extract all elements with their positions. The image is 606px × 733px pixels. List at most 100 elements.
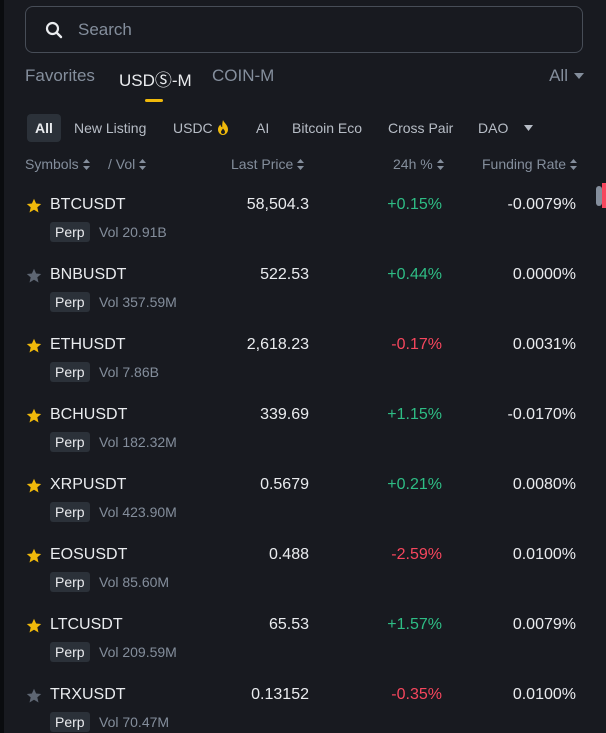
change-24h: +1.15% (387, 406, 442, 423)
volume-text: Vol 423.90M (99, 504, 177, 520)
volume-text: Vol 357.59M (99, 294, 177, 310)
contract-type-badge: Perp (50, 572, 90, 592)
all-filter-dropdown[interactable]: All (549, 66, 584, 86)
change-24h: +0.15% (387, 196, 442, 213)
header-last-price-label: Last Price (231, 156, 294, 172)
market-row-xrpusdt[interactable]: XRPUSDT Perp Vol 423.90M 0.5679 +0.21% 0.0080… (4, 468, 606, 538)
funding-rate: 0.0100% (512, 686, 576, 703)
market-row-trxusdt[interactable]: TRXUSDT Perp Vol 70.47M 0.13152 -0.35% 0.0100… (4, 678, 606, 733)
search-input[interactable] (76, 18, 560, 41)
contract-type-badge: Perp (50, 292, 90, 312)
symbol-name: BTCUSDT (50, 196, 126, 213)
sort-icon (570, 158, 578, 170)
volume-text: Vol 182.32M (99, 434, 177, 450)
tab-favorites[interactable]: Favorites (25, 66, 95, 85)
sort-icon (82, 158, 90, 170)
contract-type-badge: Perp (50, 362, 90, 382)
last-price: 339.69 (260, 406, 309, 423)
star-filled-icon[interactable] (26, 478, 42, 494)
contract-type-badge: Perp (50, 502, 90, 522)
volume-text: Vol 20.91B (99, 224, 167, 240)
volume-text: Vol 70.47M (99, 714, 170, 730)
star-filled-icon[interactable] (26, 198, 42, 214)
volume-text: Vol 7.86B (99, 364, 159, 380)
caret-down-icon (574, 73, 584, 79)
symbol-name: XRPUSDT (50, 476, 127, 493)
contract-type-badge: Perp (50, 642, 90, 662)
funding-rate: 0.0079% (512, 616, 576, 633)
header-24h-change-label: 24h % (393, 156, 433, 172)
funding-rate: 0.0080% (512, 476, 576, 493)
active-tab-indicator (145, 99, 163, 102)
header-vol[interactable]: / Vol (108, 156, 147, 172)
category-cross-pair[interactable]: Cross Pair (388, 120, 454, 136)
change-24h: +1.57% (387, 616, 442, 633)
fire-icon (217, 120, 228, 135)
header-24h-change[interactable]: 24h % (393, 156, 444, 172)
change-24h: -2.59% (391, 546, 442, 563)
all-filter-label: All (549, 66, 568, 85)
funding-rate: 0.0031% (512, 336, 576, 353)
header-funding-rate[interactable]: Funding Rate (482, 156, 578, 172)
last-price: 58,504.3 (246, 196, 309, 213)
search-icon (44, 20, 64, 40)
table-header: Symbols / Vol Last Price 24h % Funding R… (4, 156, 606, 176)
categories-more-caret-icon[interactable] (524, 125, 533, 131)
category-usdc[interactable]: USDC (173, 114, 229, 142)
contract-type-badge: Perp (50, 222, 90, 242)
market-row-bchusdt[interactable]: BCHUSDT Perp Vol 182.32M 339.69 +1.15% -0.017… (4, 398, 606, 468)
last-price: 522.53 (260, 266, 309, 283)
last-price: 0.488 (268, 546, 309, 563)
header-vol-label: / Vol (108, 156, 136, 172)
contract-type-badge: Perp (50, 712, 90, 732)
market-row-btcusdt[interactable]: BTCUSDT Perp Vol 20.91B 58,504.3 +0.15% -0.00… (4, 188, 606, 258)
tab-coin-m[interactable]: COIN-M (212, 66, 275, 85)
symbol-name: ETHUSDT (50, 336, 126, 353)
funding-rate: 0.0100% (512, 546, 576, 563)
category-filters: All New Listing USDC AI Bitcoin Eco Cros… (25, 114, 585, 142)
star-filled-icon[interactable] (26, 338, 42, 354)
header-funding-rate-label: Funding Rate (482, 156, 567, 172)
change-24h: -0.35% (391, 686, 442, 703)
market-row-ltcusdt[interactable]: LTCUSDT Perp Vol 209.59M 65.53 +1.57% 0.0079% (4, 608, 606, 678)
header-symbols-label: Symbols (25, 156, 79, 172)
change-24h: -0.17% (391, 336, 442, 353)
symbol-name: LTCUSDT (50, 616, 123, 633)
volume-text: Vol 85.60M (99, 574, 170, 590)
funding-rate: 0.0000% (512, 266, 576, 283)
category-dao[interactable]: DAO (478, 120, 509, 136)
change-24h: +0.44% (387, 266, 442, 283)
tab-usds-m[interactable]: USDⓈ-M (119, 71, 192, 90)
star-filled-icon[interactable] (26, 408, 42, 424)
funding-rate: -0.0079% (507, 196, 577, 213)
last-price: 0.13152 (251, 686, 309, 703)
category-usdc-label: USDC (173, 120, 213, 136)
symbol-name: BNBUSDT (50, 266, 127, 283)
market-row-eosusdt[interactable]: EOSUSDT Perp Vol 85.60M 0.488 -2.59% 0.0100% (4, 538, 606, 608)
search-box[interactable] (25, 6, 583, 53)
category-all[interactable]: All (27, 114, 61, 142)
star-outline-icon[interactable] (26, 688, 42, 704)
symbol-name: EOSUSDT (50, 546, 128, 563)
symbol-name: TRXUSDT (50, 686, 126, 703)
header-last-price[interactable]: Last Price (231, 156, 305, 172)
star-outline-icon[interactable] (26, 268, 42, 284)
market-row-bnbusdt[interactable]: BNBUSDT Perp Vol 357.59M 522.53 +0.44% 0.0000… (4, 258, 606, 328)
symbol-name: BCHUSDT (50, 406, 128, 423)
star-filled-icon[interactable] (26, 618, 42, 634)
star-filled-icon[interactable] (26, 548, 42, 564)
sort-icon (139, 158, 147, 170)
market-row-ethusdt[interactable]: ETHUSDT Perp Vol 7.86B 2,618.23 -0.17% 0.0031… (4, 328, 606, 398)
sort-icon (297, 158, 305, 170)
sort-icon (436, 158, 444, 170)
funding-rate: -0.0170% (507, 406, 577, 423)
scrollbar-thumb[interactable] (596, 186, 602, 206)
category-ai[interactable]: AI (256, 120, 270, 136)
category-new-listing[interactable]: New Listing (74, 120, 147, 136)
last-price: 65.53 (268, 616, 309, 633)
edge-indicator (602, 183, 606, 208)
last-price: 0.5679 (260, 476, 309, 493)
header-symbols[interactable]: Symbols (25, 156, 90, 172)
category-bitcoin-eco[interactable]: Bitcoin Eco (292, 120, 363, 136)
futures-market-panel: Favorites USDⓈ-M COIN-M All All New List… (4, 0, 606, 733)
